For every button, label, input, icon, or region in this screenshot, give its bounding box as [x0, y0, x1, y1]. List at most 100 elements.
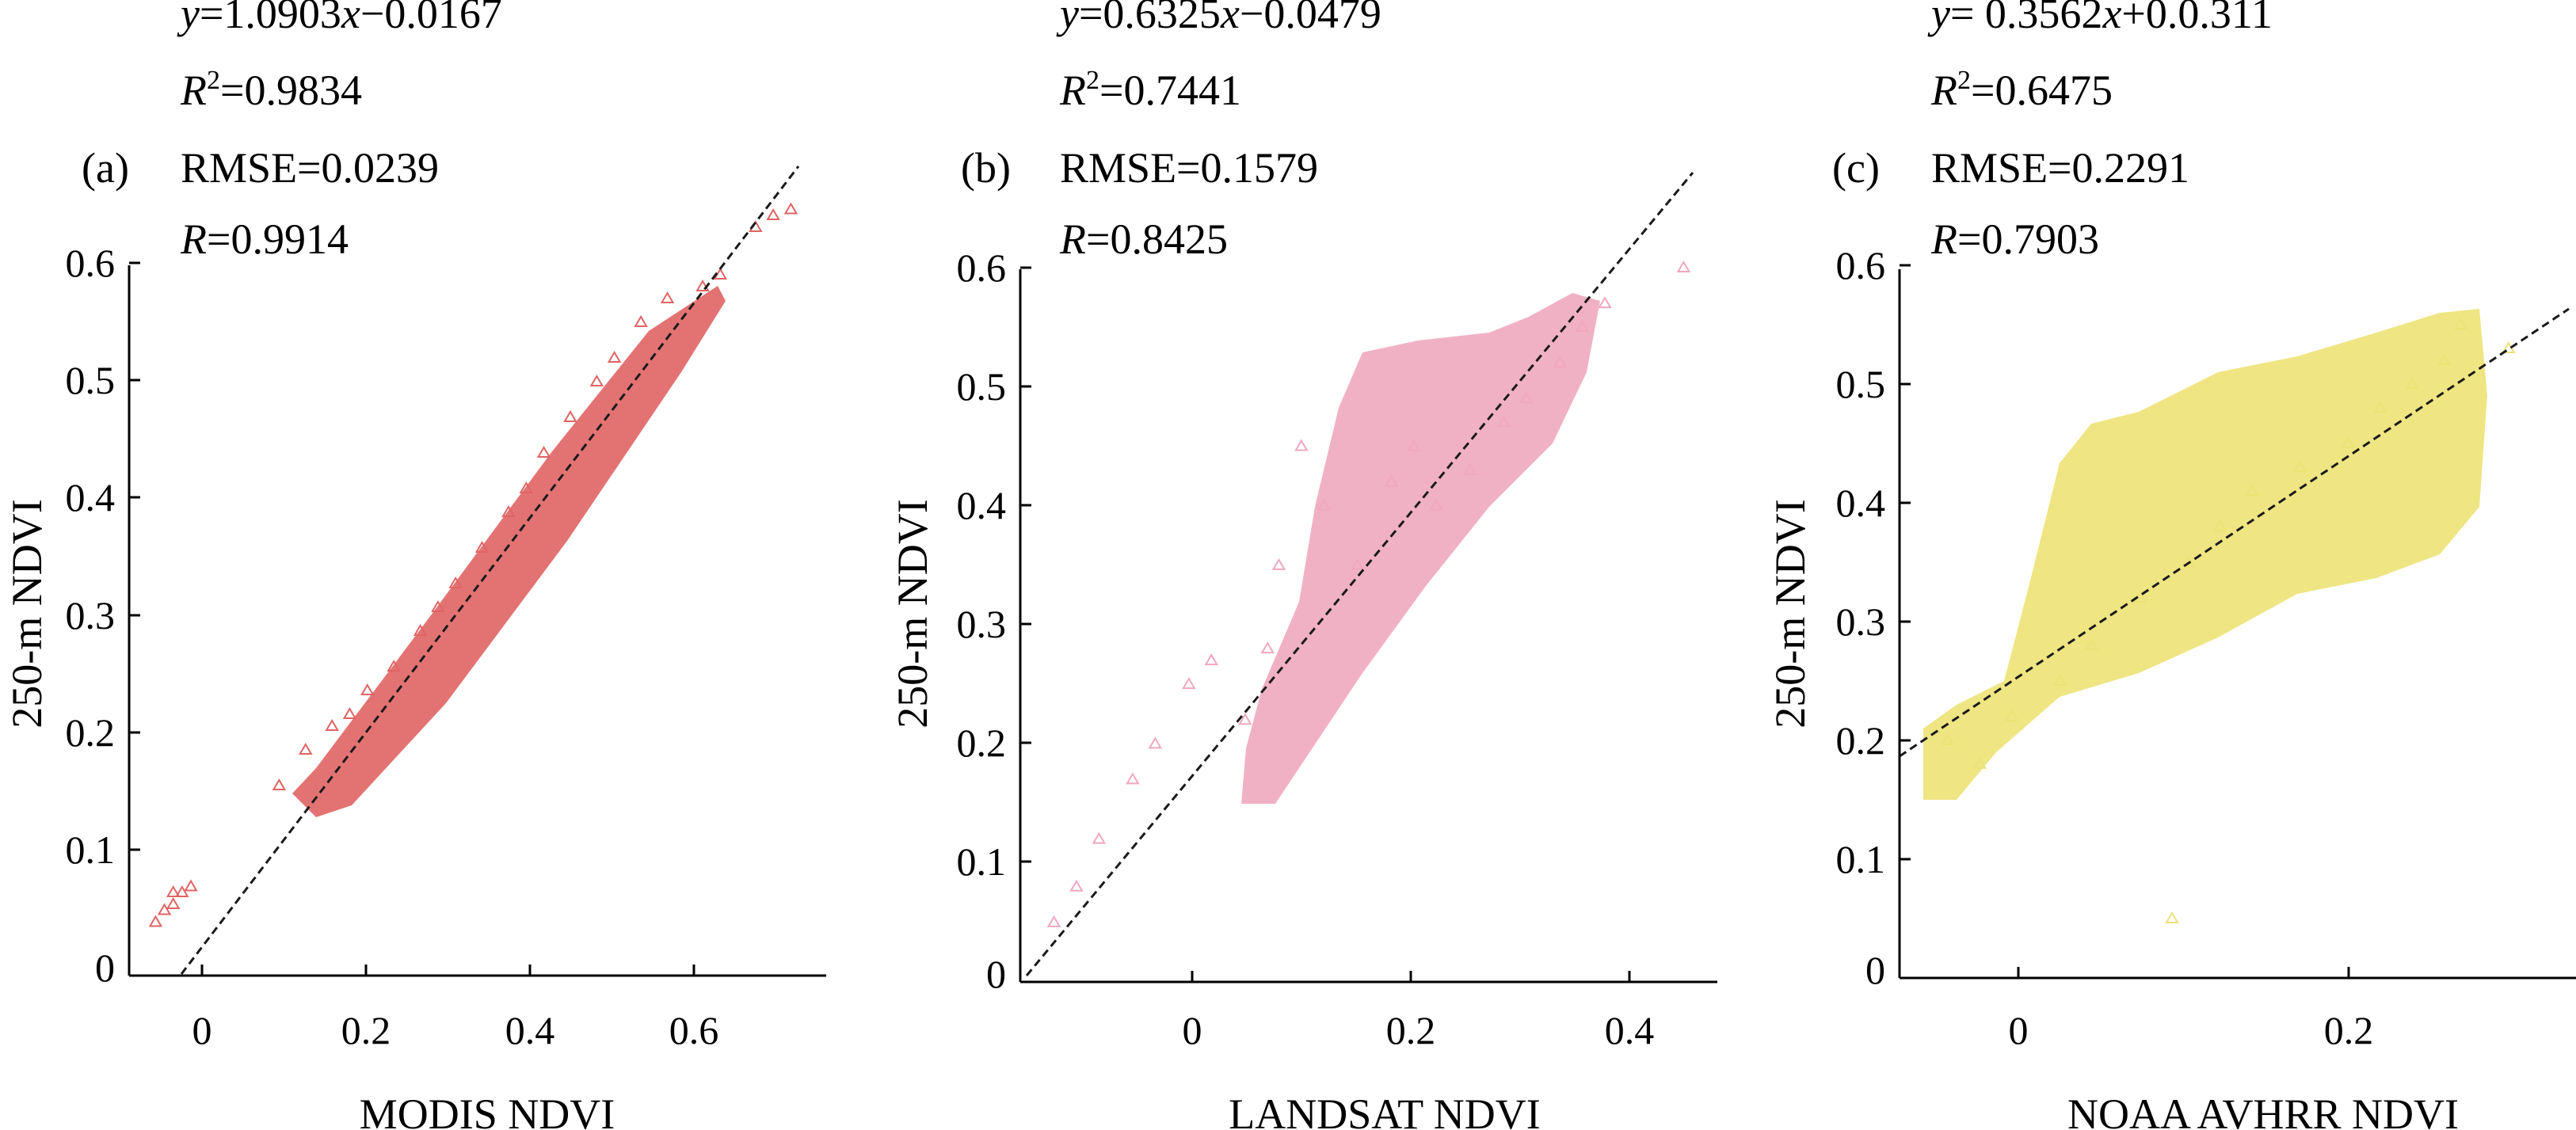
- x-ticks-a: [200, 964, 695, 976]
- point-a-4: [184, 879, 198, 892]
- x-tick-label-b-2: 0.4: [1605, 1008, 1655, 1052]
- y-axis-label-b: 250-m NDVI: [889, 499, 936, 728]
- regression-equation-c: y= 0.3562x+0.0.311: [1927, 0, 2273, 37]
- point-a-13: [431, 600, 445, 612]
- point-b-16: [1463, 462, 1477, 475]
- point-c-7: [2181, 555, 2195, 567]
- r-squared-c: R2=0.6475: [1930, 66, 2113, 114]
- chart-b: 0 0.2 0.4 0 0.1 0.2 0.3 0.4 0.5 0.6 LAND…: [889, 0, 1717, 1130]
- point-b-10: [1294, 439, 1309, 451]
- points-a: [148, 202, 798, 927]
- y-tick-label-a-1: 0.1: [66, 828, 116, 872]
- pearson-r-c: R=0.7903: [1930, 215, 2099, 263]
- point-a-14: [448, 576, 463, 588]
- point-a-18: [536, 446, 551, 458]
- regression-line-b: [1025, 172, 1694, 976]
- y-tick-label-b-4: 0.4: [957, 483, 1007, 527]
- point-a-15: [474, 541, 490, 553]
- panel-label-c: (c): [1832, 144, 1880, 192]
- y-tick-label-a-2: 0.2: [66, 710, 116, 755]
- y-tick-label-b-5: 0.5: [957, 364, 1007, 409]
- point-b-12: [1351, 557, 1365, 570]
- point-b-7: [1238, 713, 1252, 725]
- rmse-a: RMSE=0.0239: [181, 144, 439, 192]
- cloud-core-b: [1241, 293, 1600, 804]
- point-b-15: [1429, 498, 1443, 511]
- y-tick-label-a-5: 0.5: [66, 358, 116, 402]
- point-a-9: [342, 707, 357, 719]
- point-b-22: [1676, 261, 1691, 272]
- point-b-18: [1519, 391, 1534, 404]
- point-a-23: [660, 291, 675, 303]
- point-c-9: [2245, 484, 2259, 496]
- y-tick-labels-b: 0 0.1 0.2 0.3 0.4 0.5 0.6: [957, 245, 1007, 996]
- point-b-1: [1069, 879, 1084, 892]
- y-tick-label-c-1: 0.1: [1836, 837, 1886, 881]
- x-tick-label-a-1: 0.2: [341, 1008, 391, 1052]
- point-a-8: [325, 719, 339, 731]
- point-c-0: [1940, 733, 1955, 745]
- y-tick-label-b-1: 0.1: [957, 839, 1007, 884]
- point-c-11: [2341, 436, 2356, 448]
- point-b-19: [1553, 356, 1568, 368]
- point-a-11: [387, 660, 401, 672]
- point-a-12: [413, 624, 428, 636]
- point-c-1: [1972, 757, 1987, 769]
- x-tick-label-c-0: 0: [2009, 1008, 2029, 1052]
- scatter-cloud-b: [1241, 293, 1600, 804]
- y-ticks-c: [1900, 264, 1911, 861]
- pearson-r-b: R=0.8425: [1059, 215, 1228, 263]
- point-a-19: [563, 410, 577, 422]
- chart-c: 0 0.2 0 0.1 0.2 0.3 0.4 0.5 0.6 NOAA AVH…: [1766, 0, 2576, 1130]
- point-b-8: [1260, 641, 1275, 654]
- x-tick-label-b-0: 0: [1183, 1008, 1202, 1052]
- point-a-6: [272, 778, 287, 790]
- y-tick-label-c-4: 0.4: [1836, 481, 1886, 525]
- point-c-15: [2453, 318, 2467, 329]
- y-tick-label-a-6: 0.6: [66, 241, 116, 285]
- chart-a: 0 0.2 0.4 0.6 0 0.1 0.2 0.3 0.4 0.5 0.6 …: [3, 0, 826, 1130]
- x-tick-label-a-0: 0: [192, 1008, 212, 1052]
- point-b-4: [1148, 736, 1163, 749]
- y-tick-label-a-4: 0.4: [66, 475, 116, 519]
- x-tick-labels-b: 0 0.2 0.4: [1183, 1008, 1655, 1052]
- y-tick-label-c-2: 0.2: [1836, 718, 1886, 763]
- y-tick-label-c-0: 0: [1865, 948, 1885, 992]
- point-c-12: [2373, 401, 2387, 413]
- cloud-core-c: [1923, 309, 2487, 800]
- x-ticks-c: [2017, 967, 2350, 978]
- point-b-13: [1384, 474, 1399, 487]
- point-b-3: [1126, 772, 1140, 785]
- x-tick-label-a-2: 0.4: [505, 1008, 555, 1052]
- rmse-b: RMSE=0.1579: [1060, 144, 1318, 192]
- point-a-3: [175, 885, 189, 897]
- x-axis-label-c: NOAA AVHRR NDVI: [2067, 1090, 2459, 1130]
- y-axis-label-c: 250-m NDVI: [1766, 499, 1814, 728]
- point-c-3: [2052, 674, 2067, 686]
- stats-a: y=1.0903x−0.0167 R2=0.9834 RMSE=0.0239 R…: [177, 0, 502, 263]
- y-tick-label-b-2: 0.2: [957, 721, 1007, 765]
- x-ticks-b: [1191, 971, 1631, 982]
- point-a-21: [607, 351, 622, 363]
- point-c-2: [2004, 710, 2019, 721]
- point-b-9: [1271, 557, 1286, 570]
- point-b-0: [1046, 915, 1061, 927]
- y-tick-label-b-6: 0.6: [957, 245, 1007, 290]
- point-b-14: [1407, 439, 1421, 451]
- y-tick-label-c-5: 0.5: [1836, 362, 1886, 406]
- y-tick-labels-a: 0 0.1 0.2 0.3 0.4 0.5 0.6: [66, 241, 116, 990]
- y-tick-label-b-3: 0.3: [957, 602, 1007, 646]
- x-tick-label-c-1: 0.2: [2324, 1008, 2374, 1052]
- x-tick-labels-a: 0 0.2 0.4 0.6: [192, 1008, 719, 1052]
- point-a-10: [360, 683, 375, 695]
- x-axis-label-a: MODIS NDVI: [360, 1090, 615, 1130]
- point-a-5: [166, 885, 181, 897]
- point-b-2: [1092, 831, 1107, 844]
- y-tick-label-a-0: 0: [95, 945, 115, 990]
- point-a-1: [157, 903, 172, 915]
- point-c-4: [2085, 638, 2099, 650]
- y-axis-label-a: 250-m NDVI: [3, 499, 51, 728]
- y-tick-label-b-0: 0: [986, 952, 1006, 996]
- point-a-17: [519, 481, 534, 493]
- point-b-17: [1496, 415, 1511, 428]
